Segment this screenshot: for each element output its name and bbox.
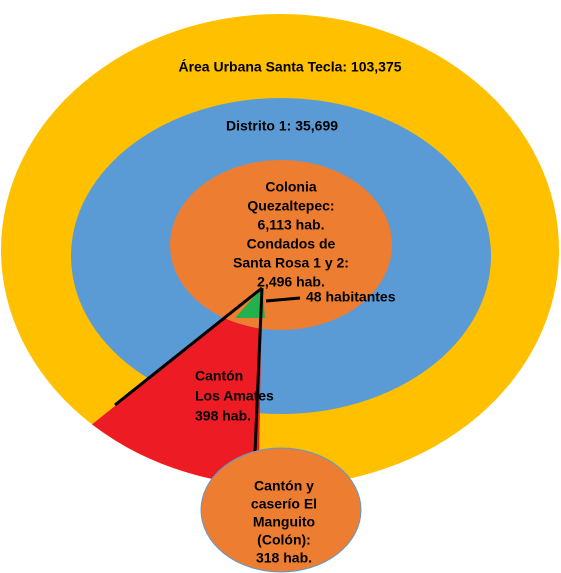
label-line: Colonia (265, 179, 317, 195)
small-area-region (235, 288, 265, 318)
label-line: 318 hab. (256, 550, 312, 566)
label-line: 6,113 hab. (258, 217, 325, 233)
label-line: Quezaltepec: (247, 198, 334, 214)
colonia-region (170, 160, 392, 330)
urban-area-label: Área Urbana Santa Tecla: 103,375 (178, 59, 401, 75)
canton-amates-label: Cantón Los Amates 398 hab. (195, 368, 274, 424)
pointer-line (265, 296, 301, 303)
label-line: Cantón y (254, 478, 314, 494)
canton-manguito-label: Cantón y caserío El Manguito (Colón): 318 ha… (251, 478, 317, 566)
label-line: (Colón): (257, 532, 311, 548)
district-label: Distrito 1: 35,699 (226, 118, 338, 134)
colonia-label: Colonia Quezaltepec: 6,113 hab. Condados de… (233, 179, 349, 290)
label-line: Los Amates (195, 388, 274, 404)
boundary-line (114, 286, 263, 407)
label-line: caserío El (251, 496, 317, 512)
label-line: Santa Rosa 1 y 2: (233, 255, 349, 271)
label-line: Manguito (253, 514, 315, 530)
label-line: Condados de (247, 236, 336, 252)
label-line: Cantón (195, 368, 243, 384)
small-area-label: 48 habitantes (306, 289, 396, 305)
label-line: 2,496 hab. (257, 274, 325, 290)
label-line: 398 hab. (195, 408, 251, 424)
boundary-line (253, 287, 264, 453)
canton-manguito-region (200, 447, 362, 573)
